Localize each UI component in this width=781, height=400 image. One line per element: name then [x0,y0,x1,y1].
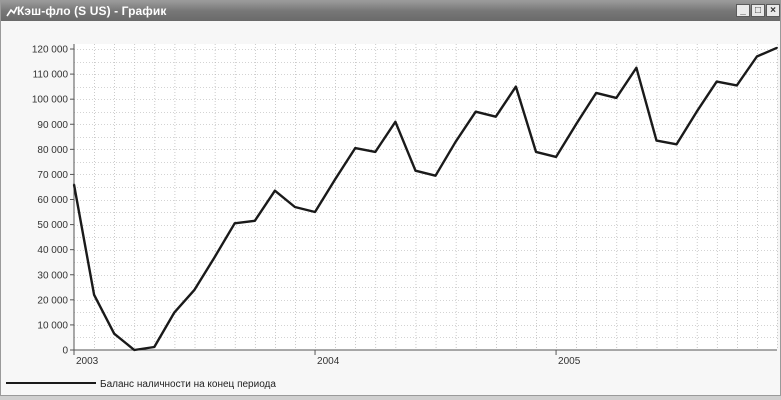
data-point [153,346,156,348]
y-tick-label: 90 000 [37,120,68,131]
x-tick-label: 2004 [317,356,340,367]
legend-label: Баланс наличности на конец периода [100,379,276,390]
plot-background [74,44,777,350]
data-point [193,288,196,291]
close-button[interactable]: × [766,4,780,17]
data-point [314,211,316,213]
chart-window-icon [6,6,18,17]
data-point [756,55,758,58]
data-point [414,169,417,172]
data-point [454,140,457,143]
y-tick-label: 30 000 [37,270,68,281]
chart-area: 0 10 000 20 000 30 000 40 000 50 000 60 000 70 … [1,21,780,395]
data-point [655,139,658,142]
y-tick-label: 100 000 [32,95,69,106]
data-point [735,84,738,87]
maximize-button[interactable]: □ [751,4,765,17]
data-point [374,150,377,153]
close-icon: × [770,5,776,16]
x-axis-ticks: 2003 2004 2005 [73,350,581,367]
minimize-button[interactable]: _ [736,4,750,17]
series-line [72,46,778,352]
data-point [675,143,678,146]
y-tick-label: 50 000 [37,220,68,231]
bottom-edge [0,396,781,400]
axes [73,44,777,351]
y-tick-label: 0 [62,346,68,357]
window-title: Кэш-фло (S US) - График [17,4,167,18]
data-point [233,222,236,225]
data-point [133,349,136,351]
data-point [615,97,618,99]
y-tick-label: 80 000 [37,145,68,156]
data-point [776,46,778,49]
data-point [535,150,537,153]
y-tick-label: 70 000 [37,170,68,181]
x-tick-label: 2003 [76,356,99,367]
maximize-icon: □ [754,5,762,16]
data-point [434,174,437,177]
data-point [635,66,638,69]
data-point [555,155,557,158]
data-point [575,123,578,126]
minimize-icon: _ [740,5,746,16]
series-layer [72,46,778,352]
y-tick-label: 40 000 [37,245,68,256]
data-point [253,219,256,222]
data-point [334,178,337,181]
data-point [354,147,357,149]
data-point [494,115,497,118]
line-chart: 0 10 000 20 000 30 000 40 000 50 000 60 000 70 … [6,44,778,390]
y-tick-label: 60 000 [37,195,68,206]
title-bar[interactable]: Кэш-фло (S US) - График _ □ × [1,1,780,21]
y-tick-label: 20 000 [37,295,68,306]
grid [74,44,778,350]
data-point [474,110,477,113]
data-point [715,80,718,83]
data-point [113,332,116,335]
data-point [394,120,397,123]
data-point [695,110,698,113]
data-point [73,183,75,186]
y-tick-label: 110 000 [33,70,69,81]
y-tick-label: 10 000 [37,320,68,331]
y-axis-ticks: 0 10 000 20 000 30 000 40 000 50 000 60 000 70 … [32,45,74,357]
data-point [93,293,95,296]
data-point [273,189,276,192]
data-point [213,256,216,259]
y-tick-label: 120 000 [32,45,69,56]
data-point [173,311,176,314]
legend: Баланс наличности на конец периода [6,379,276,390]
data-point [514,85,517,88]
data-point [595,92,598,94]
x-tick-label: 2005 [558,356,581,367]
data-point [294,206,296,208]
